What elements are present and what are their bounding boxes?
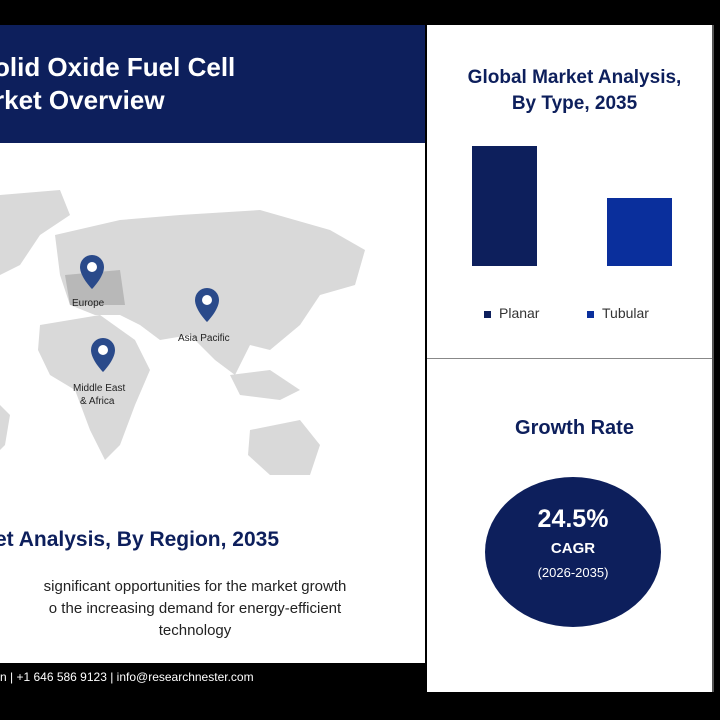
bar-planar	[472, 146, 537, 266]
legend-tubular: Tubular	[587, 305, 649, 321]
growth-title: Growth Rate	[515, 417, 634, 439]
pin-label-middle-east: Middle East	[73, 383, 125, 394]
header-banner: olid Oxide Fuel Cell rket Overview	[0, 25, 425, 143]
pin-asia-pacific[interactable]: Asia Pacific	[178, 288, 230, 344]
pin-europe[interactable]: Europe	[72, 255, 105, 309]
pin-label-asia-pacific: Asia Pacific	[178, 333, 230, 344]
divider	[427, 358, 712, 359]
region-description: significant opportunities for the market…	[43, 578, 347, 639]
legend-swatch	[587, 310, 594, 318]
overview-panel: olid Oxide Fuel Cell rket Overview Europ…	[0, 25, 425, 663]
pin-label-africa: & Africa	[80, 396, 115, 407]
cagr-period: (2026-2035)	[537, 565, 609, 580]
divider	[712, 25, 714, 692]
world-map: Europe Asia Pacific Middle East & Africa	[0, 190, 365, 475]
pin-middle-east-africa[interactable]: Middle East & Africa	[73, 338, 125, 407]
legend-label: Planar	[499, 305, 540, 321]
chart-title: Global Market Analysis, By Type, 2035	[467, 67, 682, 114]
region-title: et Analysis, By Region, 2035	[0, 528, 280, 551]
stats-panel: Global Market Analysis, By Type, 2035 Pl…	[427, 25, 712, 692]
cagr-value: 24.5%	[537, 505, 609, 533]
legend-label: Tubular	[602, 305, 649, 321]
page-title: olid Oxide Fuel Cell rket Overview	[0, 52, 236, 115]
legend-planar: Planar	[484, 305, 539, 321]
legend-swatch	[484, 310, 491, 318]
cagr-circle: 24.5% CAGR (2026-2035)	[485, 477, 661, 627]
cagr-label: CAGR	[550, 540, 596, 557]
bar-tubular	[607, 197, 672, 266]
pin-label-europe: Europe	[72, 298, 105, 309]
footer-contact: n | +1 646 586 9123 | info@researchneste…	[0, 663, 425, 692]
